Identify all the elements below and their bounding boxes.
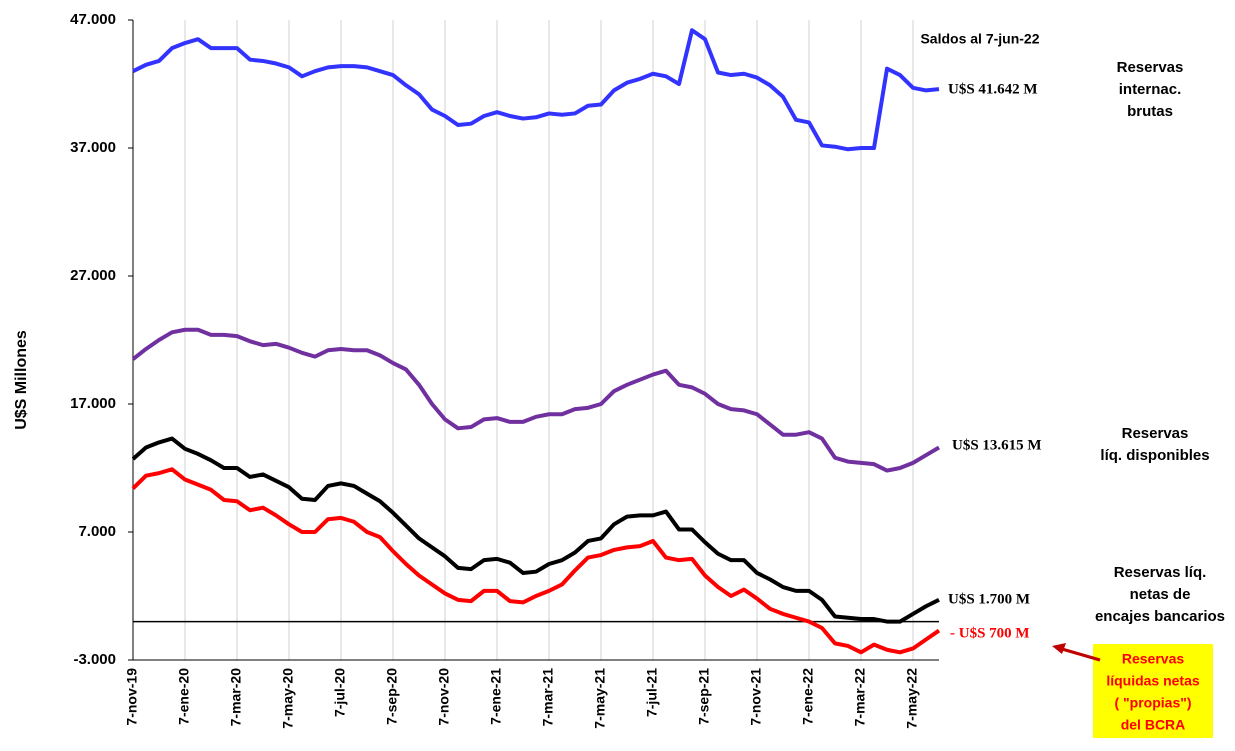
arrow-head [1052, 643, 1066, 654]
annotation: Saldos al 7-jun-22 [920, 31, 1039, 47]
annotation: - U$S 700 M [950, 625, 1030, 641]
x-tick-label: 7-ene-20 [176, 668, 192, 725]
x-tick-label: 7-nov-19 [124, 668, 140, 726]
x-tick-label: 7-jul-20 [332, 668, 348, 717]
y-tick-label: 47.000 [70, 11, 116, 28]
annotation: líq. disponibles [1100, 447, 1209, 464]
annotation: brutas [1127, 103, 1173, 120]
x-tick-label: 7-mar-22 [852, 668, 868, 727]
x-tick-label: 7-nov-20 [436, 668, 452, 726]
annotation: U$S 1.700 M [948, 591, 1030, 607]
annotation: Reservas [1122, 425, 1189, 442]
series-line [131, 467, 941, 655]
arrow [1061, 647, 1101, 662]
x-tick-label: 7-sep-21 [696, 668, 712, 725]
x-tick-label: 7-nov-21 [748, 668, 764, 726]
y-tick-label: 7.000 [78, 523, 116, 540]
annotation: netas de [1130, 586, 1191, 603]
annotation: U$S 13.615 M [952, 437, 1042, 453]
x-tick-label: 7-ene-21 [488, 668, 504, 725]
x-tick-label: 7-may-20 [280, 668, 296, 729]
series-line [131, 327, 941, 473]
x-tick-label: 7-mar-21 [540, 668, 556, 727]
highlight-box [1093, 644, 1213, 738]
x-tick-label: 7-may-21 [592, 668, 608, 729]
annotation: Reservas líq. [1114, 564, 1207, 581]
y-tick-label: 37.000 [70, 139, 116, 156]
y-tick-label: 27.000 [70, 267, 116, 284]
annotation: Reservas [1122, 651, 1184, 667]
y-axis-label: U$S Millones [13, 330, 30, 430]
annotation: ( "propias") [1114, 695, 1191, 711]
x-tick-label: 7-may-22 [904, 668, 920, 729]
series-line [131, 436, 940, 624]
annotation: encajes bancarios [1095, 608, 1225, 625]
x-tick-label: 7-jul-21 [644, 668, 660, 717]
x-tick-label: 7-mar-20 [228, 668, 244, 727]
x-tick-label: 7-sep-20 [384, 668, 400, 725]
x-tick-label: 7-ene-22 [800, 668, 816, 725]
annotation: U$S 41.642 M [948, 81, 1038, 97]
y-tick-label: -3.000 [73, 651, 116, 668]
y-tick-label: 17.000 [70, 395, 116, 412]
series-line [132, 28, 940, 152]
annotation: líquidas netas [1106, 673, 1200, 689]
annotation: Reservas [1117, 59, 1184, 76]
annotation: del BCRA [1121, 717, 1186, 733]
annotation: internac. [1119, 81, 1182, 98]
